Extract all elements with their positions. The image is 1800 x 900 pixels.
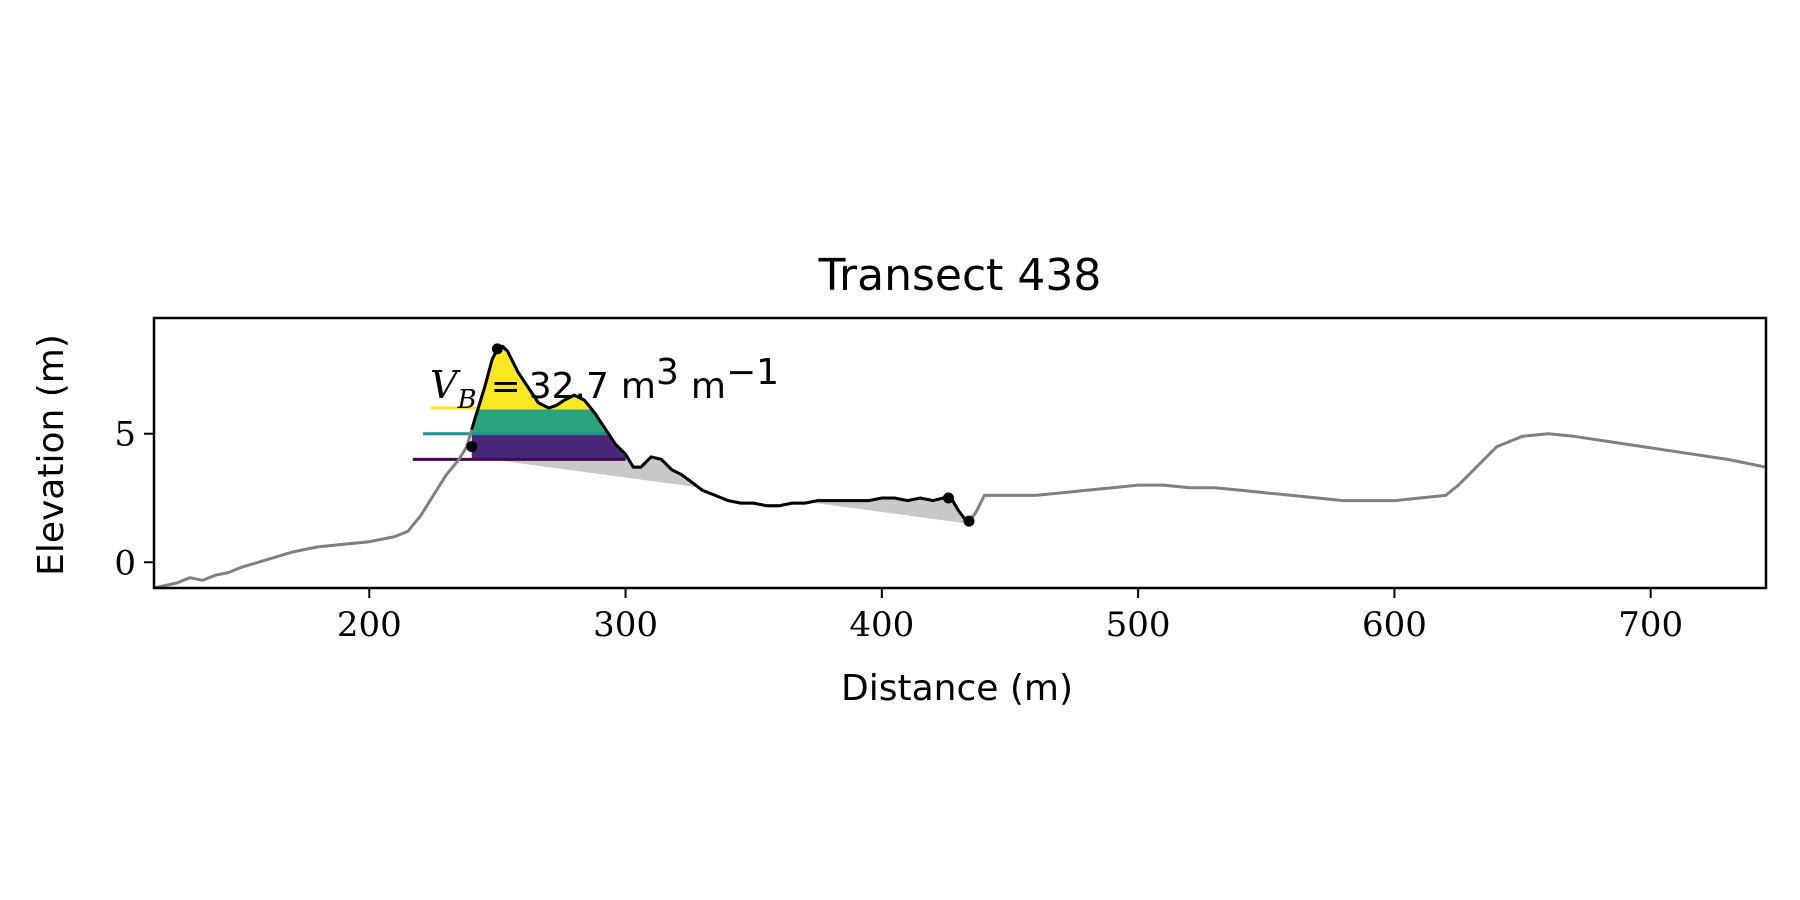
x-tick-label: 600	[1362, 605, 1427, 645]
annotation-equals: =	[491, 366, 521, 407]
dune-point	[963, 515, 975, 527]
annotation-unit-exponent: 3	[656, 352, 679, 393]
band-upper	[479, 346, 590, 408]
plot-area	[154, 343, 1766, 588]
profile-line	[154, 344, 1766, 588]
y-axis-label: Elevation (m)	[31, 334, 72, 576]
annotation-value: 32.7	[529, 366, 609, 407]
x-tick-label: 200	[337, 605, 402, 645]
x-tick-label: 400	[849, 605, 914, 645]
x-tick-label: 700	[1618, 605, 1683, 645]
annotation-per-exponent: −1	[726, 352, 779, 393]
annotation-unit: m	[621, 366, 656, 407]
x-tick-label: 300	[593, 605, 658, 645]
plot-frame	[152, 316, 1768, 590]
dune-point	[466, 441, 478, 453]
chart-title: Transect 438	[818, 250, 1102, 301]
annotation-variable: V	[430, 363, 461, 407]
axis-ticks: 200 300 400 500 600 700 0 5	[114, 415, 1683, 645]
x-tick-label: 500	[1106, 605, 1171, 645]
band-middle	[471, 408, 608, 434]
y-tick-label: 5	[114, 415, 136, 455]
dune-point	[942, 492, 954, 504]
x-axis-label: Distance (m)	[841, 668, 1073, 709]
annotation-subscript: B	[456, 385, 476, 415]
dune-segment-line	[470, 344, 970, 523]
band-lower	[471, 433, 626, 460]
volume-annotation: VB = 32.7 m3 m−1	[430, 352, 779, 415]
annotation-per: m	[691, 366, 726, 407]
dune-point	[491, 343, 503, 355]
y-tick-label: 0	[114, 543, 136, 583]
